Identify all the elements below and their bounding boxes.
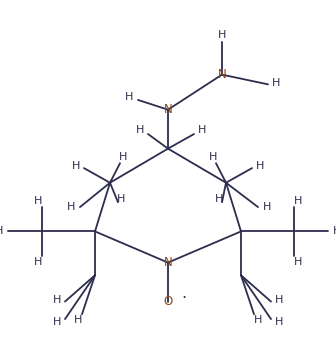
Text: H: H: [34, 196, 42, 206]
Text: H: H: [256, 161, 264, 171]
Text: H: H: [67, 202, 75, 212]
Text: N: N: [218, 68, 226, 81]
Text: H: H: [263, 202, 271, 212]
Text: H: H: [74, 315, 82, 325]
Text: H: H: [72, 161, 80, 171]
Text: H: H: [198, 125, 207, 135]
Text: H: H: [214, 194, 223, 204]
Text: H: H: [254, 315, 262, 325]
Text: H: H: [275, 295, 284, 305]
Text: H: H: [52, 295, 61, 305]
Text: H: H: [294, 257, 302, 267]
Text: ·: ·: [181, 292, 187, 306]
Text: H: H: [218, 30, 226, 40]
Text: H: H: [294, 196, 302, 206]
Text: H: H: [0, 226, 3, 236]
Text: H: H: [52, 317, 61, 327]
Text: N: N: [164, 256, 172, 269]
Text: H: H: [124, 91, 133, 101]
Text: H: H: [275, 317, 284, 327]
Text: O: O: [163, 295, 173, 308]
Text: H: H: [117, 194, 126, 204]
Text: H: H: [119, 152, 128, 162]
Text: N: N: [164, 103, 172, 116]
Text: H: H: [272, 78, 281, 88]
Text: H: H: [208, 152, 217, 162]
Text: H: H: [135, 125, 144, 135]
Text: H: H: [333, 226, 336, 236]
Text: H: H: [34, 257, 42, 267]
